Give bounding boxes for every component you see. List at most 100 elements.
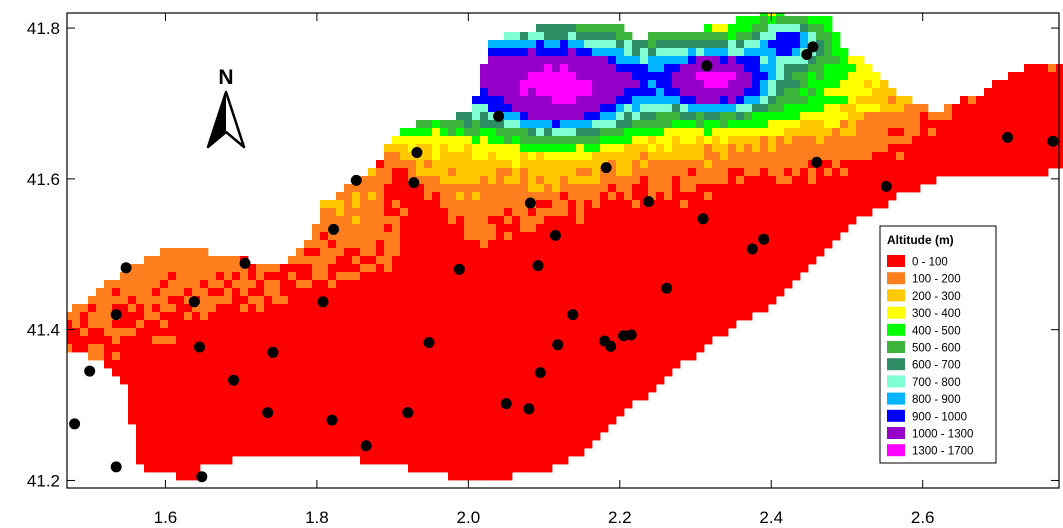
terrain-cell (472, 216, 481, 225)
station-points (69, 41, 1059, 483)
terrain-cell (528, 400, 537, 409)
legend-swatch (887, 409, 905, 422)
terrain-cell (712, 136, 721, 145)
terrain-cell (768, 80, 777, 89)
terrain-cell (936, 160, 945, 169)
terrain-cell (816, 216, 825, 225)
terrain-cell (200, 296, 209, 305)
terrain-cell (760, 48, 769, 57)
terrain-cell (664, 136, 673, 145)
terrain-cell (512, 40, 521, 49)
terrain-cell (696, 320, 705, 329)
terrain-cell (400, 248, 409, 257)
terrain-cell (320, 216, 329, 225)
terrain-cell (592, 424, 601, 433)
terrain-cell (704, 312, 713, 321)
terrain-cell (384, 232, 393, 241)
terrain-cell (696, 256, 705, 265)
terrain-cell (472, 416, 481, 425)
terrain-cell (464, 240, 473, 249)
terrain-cell (344, 336, 353, 345)
terrain-cell (616, 160, 625, 169)
terrain-cell (200, 320, 209, 329)
terrain-cell (664, 272, 673, 281)
terrain-cell (192, 408, 201, 417)
terrain-cell (680, 144, 689, 153)
terrain-cell (696, 104, 705, 113)
terrain-cell (160, 432, 169, 441)
terrain-cell (536, 208, 545, 217)
terrain-cell (624, 152, 633, 161)
terrain-cell (456, 112, 465, 121)
terrain-cell (80, 328, 89, 337)
terrain-cell (392, 208, 401, 217)
terrain-cell (704, 24, 713, 33)
station-point (228, 374, 240, 386)
station-point (328, 223, 340, 235)
terrain-cell (584, 392, 593, 401)
terrain-cell (432, 296, 441, 305)
terrain-cell (320, 424, 329, 433)
terrain-cell (160, 288, 169, 297)
terrain-cell (480, 160, 489, 169)
terrain-cell (384, 288, 393, 297)
terrain-cell (264, 328, 273, 337)
terrain-cell (400, 128, 409, 137)
terrain-cell (384, 248, 393, 257)
terrain-cell (416, 296, 425, 305)
terrain-cell (544, 232, 553, 241)
terrain-cell (416, 264, 425, 273)
terrain-cell (496, 72, 505, 81)
terrain-cell (1024, 96, 1033, 105)
terrain-cell (624, 32, 633, 41)
terrain-cell (336, 368, 345, 377)
terrain-cell (456, 136, 465, 145)
terrain-cell (496, 192, 505, 201)
terrain-cell (344, 240, 353, 249)
terrain-cell (240, 432, 249, 441)
terrain-cell (584, 64, 593, 73)
terrain-cell (528, 208, 537, 217)
terrain-cell (408, 216, 417, 225)
station-point (523, 403, 535, 415)
terrain-cell (192, 416, 201, 425)
terrain-cell (120, 360, 129, 369)
terrain-cell (800, 224, 809, 233)
terrain-cell (976, 96, 985, 105)
terrain-cell (448, 424, 457, 433)
terrain-cell (784, 176, 793, 185)
terrain-cell (616, 168, 625, 177)
terrain-cell (544, 384, 553, 393)
terrain-cell (1048, 120, 1057, 129)
terrain-cell (560, 144, 569, 153)
terrain-cell (440, 408, 449, 417)
terrain-cell (784, 184, 793, 193)
terrain-cell (864, 200, 873, 209)
terrain-cell (472, 384, 481, 393)
terrain-cell (344, 296, 353, 305)
terrain-cell (336, 440, 345, 449)
terrain-cell (384, 392, 393, 401)
terrain-cell (456, 408, 465, 417)
terrain-cell (208, 264, 217, 273)
terrain-cell (696, 312, 705, 321)
terrain-cell (496, 272, 505, 281)
terrain-cell (928, 128, 937, 137)
terrain-cell (800, 208, 809, 217)
terrain-cell (816, 168, 825, 177)
terrain-cell (744, 104, 753, 113)
terrain-cell (472, 144, 481, 153)
terrain-cell (584, 368, 593, 377)
terrain-cell (352, 416, 361, 425)
terrain-cell (472, 184, 481, 193)
terrain-cell (520, 464, 529, 473)
terrain-cell (176, 448, 185, 457)
terrain-cell (520, 408, 529, 417)
terrain-cell (856, 192, 865, 201)
terrain-cell (312, 288, 321, 297)
terrain-cell (808, 88, 817, 97)
terrain-cell (208, 312, 217, 321)
terrain-cell (360, 192, 369, 201)
terrain-cell (512, 360, 521, 369)
terrain-cell (144, 344, 153, 353)
